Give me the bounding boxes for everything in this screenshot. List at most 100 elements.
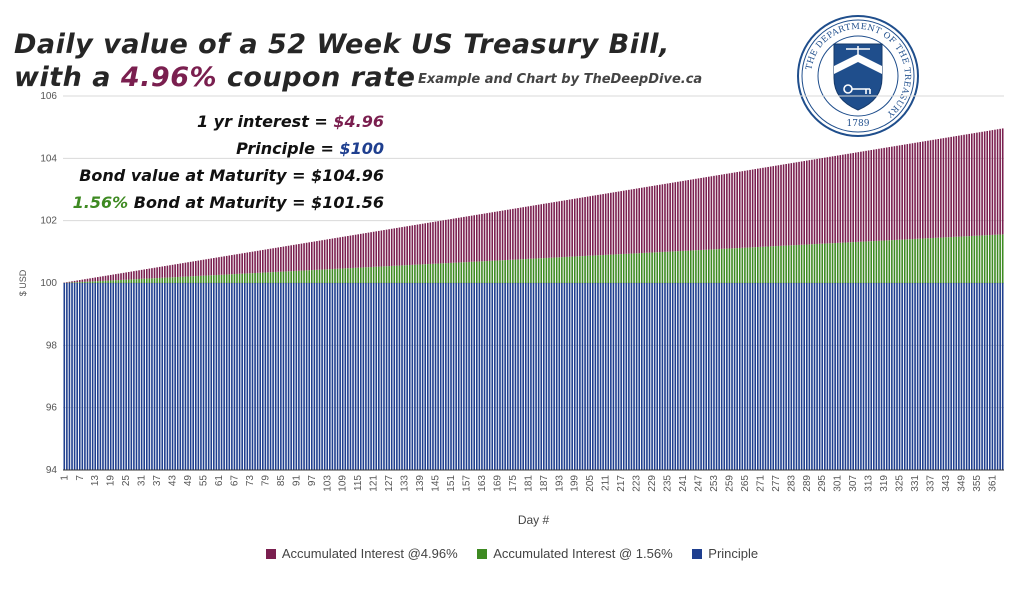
bar-principle-day-60 <box>215 283 218 470</box>
bar-interest-low-day-343 <box>945 237 947 283</box>
bar-interest-low-day-284 <box>793 245 795 283</box>
bar-principle-day-175 <box>512 283 514 470</box>
bar-interest-high-day-16 <box>102 276 104 281</box>
bar-interest-high-day-129 <box>393 228 396 266</box>
bar-interest-low-day-91 <box>295 270 298 283</box>
bar-interest-low-day-146 <box>437 263 439 283</box>
bar-interest-low-day-361 <box>991 234 994 283</box>
note-alt-bond: 1.56% Bond at Maturity = $101.56 <box>73 189 384 216</box>
bar-interest-low-day-183 <box>532 258 535 283</box>
bar-interest-high-day-38 <box>158 266 161 278</box>
bar-interest-high-day-111 <box>347 235 349 269</box>
bar-interest-high-day-334 <box>921 141 924 239</box>
bar-interest-high-day-196 <box>566 199 568 257</box>
legend-item-interest-low: Accumulated Interest @ 1.56% <box>477 546 673 561</box>
bar-principle-day-265 <box>744 283 746 470</box>
bar-interest-low-day-236 <box>669 251 671 283</box>
bar-interest-high-day-88 <box>287 245 290 272</box>
bar-principle-day-245 <box>692 283 695 470</box>
bar-interest-low-day-102 <box>323 269 326 283</box>
bar-interest-high-day-48 <box>184 262 187 277</box>
bar-interest-high-day-229 <box>651 186 653 253</box>
bar-interest-high-day-233 <box>661 184 664 252</box>
bar-principle-day-269 <box>754 283 757 470</box>
bar-principle-day-44 <box>174 283 176 470</box>
bar-interest-low-day-60 <box>215 275 218 283</box>
bar-interest-low-day-227 <box>646 252 648 283</box>
bar-interest-low-day-67 <box>233 274 236 283</box>
bar-interest-low-day-57 <box>207 275 210 283</box>
bar-interest-high-day-130 <box>396 227 398 266</box>
bar-principle-day-325 <box>898 283 901 470</box>
bar-principle-day-288 <box>803 283 805 470</box>
bar-principle-day-243 <box>687 283 689 470</box>
bar-interest-low-day-40 <box>164 277 166 283</box>
bar-interest-high-day-331 <box>914 142 916 239</box>
bar-interest-low-day-267 <box>749 247 751 283</box>
bar-interest-low-day-234 <box>664 251 666 283</box>
bar-interest-low-day-226 <box>643 252 646 283</box>
bar-principle-day-226 <box>643 283 646 470</box>
bar-principle-day-339 <box>934 283 937 470</box>
bar-principle-day-28 <box>133 283 135 470</box>
bar-interest-low-day-151 <box>450 262 452 283</box>
bar-interest-high-day-186 <box>540 204 543 259</box>
bar-interest-low-day-328 <box>906 239 909 283</box>
bar-interest-high-day-318 <box>880 148 883 241</box>
bar-principle-day-236 <box>669 283 671 470</box>
bar-interest-low-day-23 <box>120 279 122 283</box>
bar-interest-low-day-35 <box>151 278 153 283</box>
bar-principle-day-306 <box>849 283 852 470</box>
bar-principle-day-359 <box>986 283 989 470</box>
x-tick-label: 289 <box>802 475 813 492</box>
bar-interest-low-day-185 <box>537 258 540 283</box>
bar-interest-low-day-216 <box>617 254 620 283</box>
bar-principle-day-319 <box>883 283 885 470</box>
bar-interest-high-day-71 <box>243 252 246 274</box>
bar-interest-high-day-304 <box>844 154 847 243</box>
bar-interest-low-day-199 <box>573 256 576 283</box>
bar-interest-low-day-219 <box>625 253 628 283</box>
bar-interest-high-day-144 <box>432 222 434 264</box>
bar-interest-high-day-303 <box>842 154 844 243</box>
bar-interest-high-day-312 <box>865 150 867 242</box>
x-tick-label: 241 <box>678 475 689 492</box>
bar-interest-high-day-281 <box>785 163 787 246</box>
x-tick-label: 49 <box>183 475 194 487</box>
bar-interest-low-day-84 <box>277 271 280 283</box>
bar-principle-day-174 <box>509 283 512 470</box>
bar-principle-day-19 <box>109 283 112 470</box>
bar-interest-high-day-161 <box>475 214 478 262</box>
bar-interest-high-day-348 <box>958 135 960 237</box>
bar-interest-low-day-173 <box>506 259 509 283</box>
bar-principle-day-115 <box>357 283 359 470</box>
bar-interest-high-day-354 <box>973 133 976 236</box>
bar-interest-high-day-270 <box>756 168 759 248</box>
bar-interest-low-day-308 <box>854 241 857 283</box>
bar-interest-high-day-90 <box>292 244 295 272</box>
bar-interest-low-day-212 <box>607 254 610 283</box>
bar-principle-day-358 <box>983 283 986 470</box>
bar-interest-low-day-50 <box>189 276 192 283</box>
bar-principle-day-33 <box>145 283 148 470</box>
bar-interest-low-day-86 <box>282 271 285 283</box>
bar-principle-day-102 <box>323 283 326 470</box>
bar-principle-day-78 <box>262 283 264 470</box>
bar-interest-high-day-79 <box>264 249 267 273</box>
bar-principle-day-212 <box>607 283 610 470</box>
bar-interest-low-day-271 <box>759 246 762 283</box>
bar-interest-high-day-333 <box>919 141 922 239</box>
bar-principle-day-22 <box>117 283 120 470</box>
bar-interest-low-day-31 <box>140 278 143 283</box>
bar-interest-low-day-17 <box>104 280 107 283</box>
x-tick-label: 337 <box>926 475 937 492</box>
bar-principle-day-121 <box>372 283 375 470</box>
bar-interest-high-day-162 <box>478 214 481 262</box>
bar-interest-low-day-210 <box>602 255 604 283</box>
bar-principle-day-8 <box>81 283 84 470</box>
bar-interest-low-day-364 <box>999 234 1001 283</box>
bar-interest-high-day-167 <box>491 212 494 261</box>
bar-interest-low-day-72 <box>246 273 249 283</box>
bar-interest-high-day-45 <box>176 263 179 278</box>
bar-interest-high-day-140 <box>421 223 424 265</box>
